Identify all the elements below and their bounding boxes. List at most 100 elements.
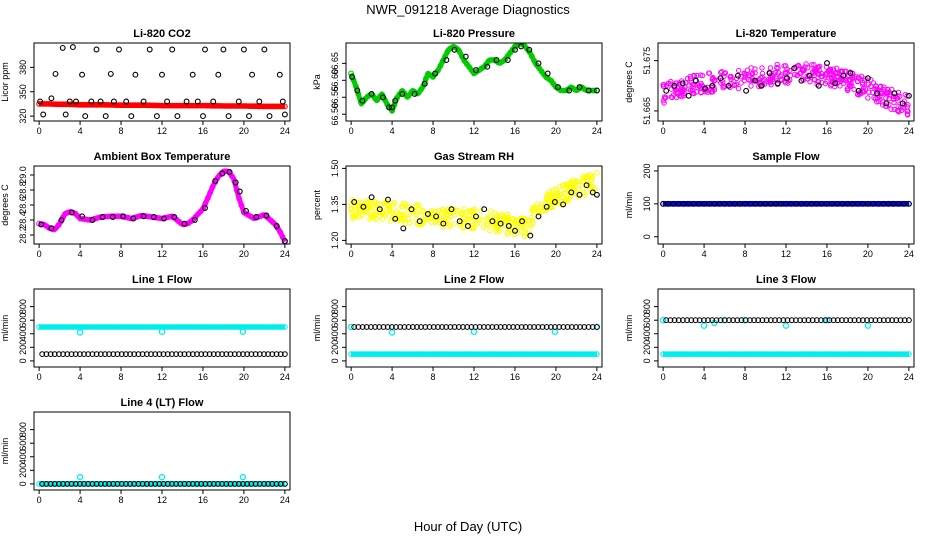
data-point xyxy=(464,223,471,229)
data-point xyxy=(535,60,542,67)
data-point xyxy=(860,317,866,324)
data-point xyxy=(148,351,154,358)
data-point xyxy=(85,481,92,487)
data-point xyxy=(493,57,500,63)
data-point xyxy=(81,481,87,487)
data-point xyxy=(902,91,908,98)
data-point xyxy=(830,317,837,324)
data-point xyxy=(139,481,146,487)
data-point xyxy=(864,322,872,329)
x-tick-label: 12 xyxy=(781,372,791,382)
data-point xyxy=(555,84,561,91)
data-point xyxy=(876,317,883,324)
x-tick-label: 0 xyxy=(37,249,42,259)
x-tick-label: 4 xyxy=(78,372,83,382)
data-point xyxy=(473,213,479,220)
data-point xyxy=(756,83,762,90)
data-point xyxy=(868,317,875,324)
data-point xyxy=(663,82,670,89)
data-point xyxy=(487,228,493,234)
data-point xyxy=(135,481,142,487)
data-point xyxy=(543,324,550,330)
data-point xyxy=(73,98,79,105)
data-point xyxy=(240,46,247,53)
x-tick-label: 12 xyxy=(781,126,791,136)
data-point xyxy=(236,351,242,358)
data-point xyxy=(529,214,535,221)
data-point xyxy=(889,86,895,93)
data-point xyxy=(781,63,787,69)
x-tick-label: 8 xyxy=(743,126,748,136)
data-point xyxy=(93,46,100,53)
y-axis: 28.228.428.628.829.0 xyxy=(18,166,34,244)
data-point xyxy=(747,317,753,324)
data-point xyxy=(97,351,104,358)
data-point xyxy=(751,317,757,324)
data-point xyxy=(809,62,815,68)
data-point xyxy=(787,67,793,74)
data-point xyxy=(550,204,556,210)
data-point xyxy=(855,87,862,94)
data-point xyxy=(356,214,362,220)
data-point xyxy=(560,201,567,208)
data-point xyxy=(152,481,159,487)
data-point xyxy=(169,351,175,358)
data-point xyxy=(594,324,600,330)
data-point xyxy=(414,324,420,330)
data-point xyxy=(428,219,434,225)
data-point xyxy=(106,351,112,358)
data-point xyxy=(388,329,396,336)
data-point xyxy=(223,481,230,487)
data-point xyxy=(734,72,741,79)
x-tick-label: 4 xyxy=(78,495,83,505)
data-point xyxy=(518,228,525,235)
y-tick-label: 0 xyxy=(642,234,652,239)
data-point xyxy=(456,48,463,55)
data-point xyxy=(531,324,537,330)
x-axis: 0 4 8 12 16 20 24 xyxy=(37,121,290,136)
data-point xyxy=(575,178,581,185)
data-point xyxy=(660,83,667,90)
data-point xyxy=(759,317,766,324)
data-point xyxy=(834,65,840,72)
data-point xyxy=(279,233,286,240)
series-cyan xyxy=(659,316,912,358)
data-point xyxy=(389,104,396,111)
data-point xyxy=(696,317,703,324)
y-tick-label: 380 xyxy=(18,60,28,75)
data-point xyxy=(56,481,62,487)
data-point xyxy=(706,70,712,76)
data-point xyxy=(118,481,125,487)
data-point xyxy=(256,351,263,358)
y-axis-label: ml/min xyxy=(0,315,10,342)
data-point xyxy=(368,90,375,97)
y-tick-label: 800 xyxy=(18,299,28,314)
data-point xyxy=(389,324,395,330)
data-point xyxy=(379,216,386,222)
data-point xyxy=(400,225,407,232)
data-point xyxy=(755,317,762,324)
data-point xyxy=(439,210,445,216)
plot-area xyxy=(659,316,912,358)
data-point xyxy=(807,79,813,85)
data-point xyxy=(102,481,108,487)
data-point xyxy=(248,481,255,487)
x-tick-label: 8 xyxy=(119,249,124,259)
data-point xyxy=(697,83,703,89)
y-tick-label: 28.8 xyxy=(18,181,28,199)
data-point xyxy=(384,324,391,330)
y-tick-label: 200 xyxy=(18,463,28,478)
data-point xyxy=(905,200,912,207)
data-point xyxy=(847,70,854,77)
data-point xyxy=(752,70,758,76)
data-point xyxy=(210,98,217,105)
data-point xyxy=(594,170,600,176)
panel-line3: Line 3 Flow ml/min 0 4 8 12 16 20 24 0 20040060080… xyxy=(624,274,915,382)
data-point xyxy=(368,197,374,204)
plot-area xyxy=(660,200,912,207)
data-point xyxy=(248,351,255,358)
data-point xyxy=(854,91,861,98)
y-tick-label: 800 xyxy=(642,299,652,314)
data-point xyxy=(76,473,84,481)
data-point xyxy=(236,195,243,202)
